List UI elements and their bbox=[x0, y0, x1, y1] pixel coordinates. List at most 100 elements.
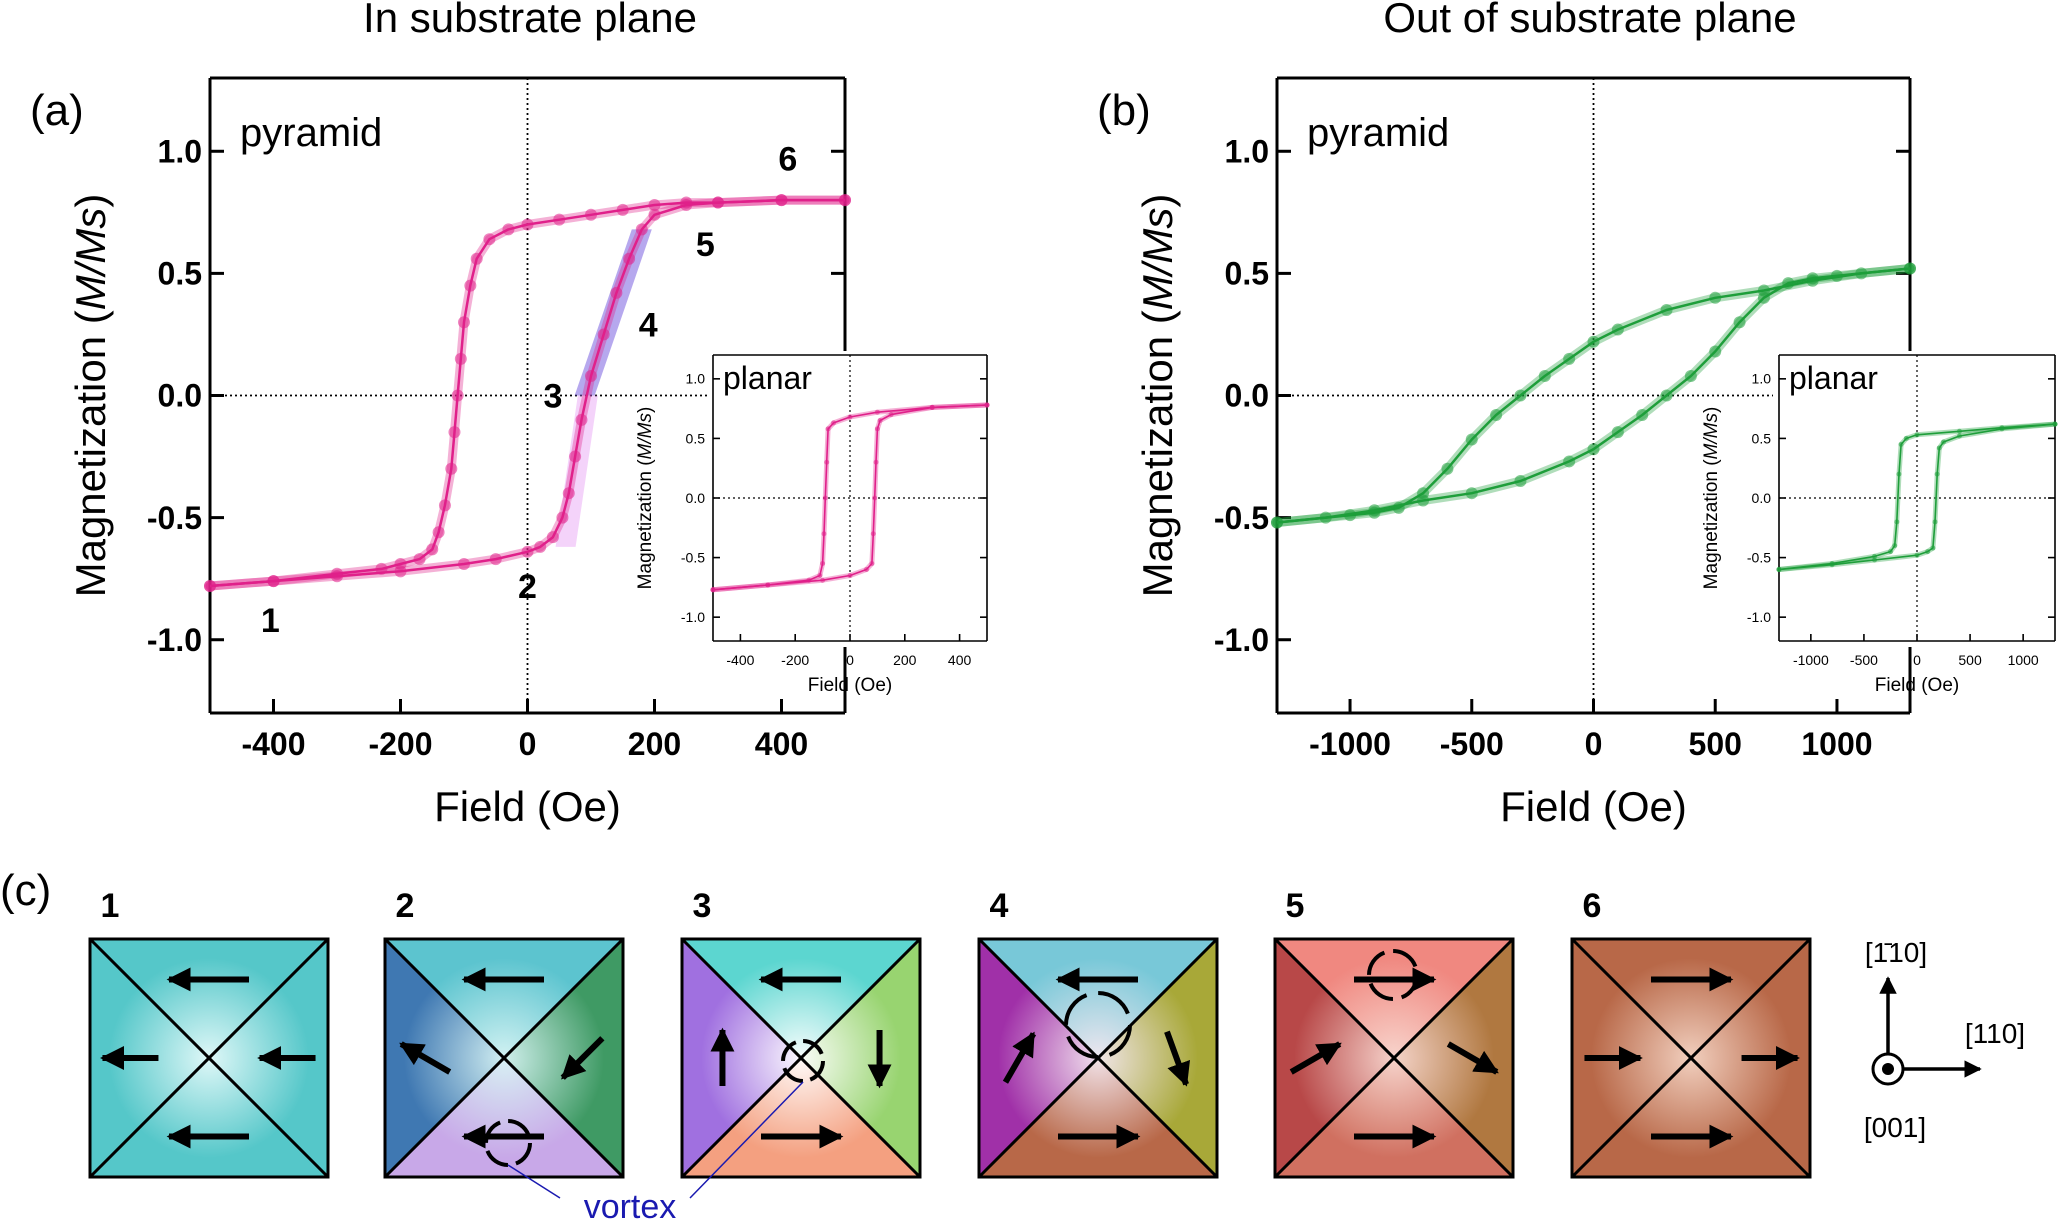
data-point bbox=[458, 316, 470, 329]
data-point bbox=[712, 196, 724, 209]
data-point bbox=[553, 213, 566, 226]
domain-square-label: 1 bbox=[101, 887, 120, 925]
plot-annotation: pyramid bbox=[240, 111, 382, 155]
data-point bbox=[1733, 316, 1746, 329]
y-axis-label: Magnetization (M/Ms) bbox=[1701, 407, 1722, 590]
data-point bbox=[464, 279, 477, 292]
inset-a: -400 -200 0 200 400 -1.0 -0.5 0.0 0.5 1.0 planar Fi… bbox=[635, 351, 990, 696]
data-point bbox=[648, 208, 661, 221]
data-point bbox=[874, 426, 880, 432]
y-axis-label-close: ) bbox=[1701, 407, 1722, 413]
vortex-circle bbox=[781, 1039, 825, 1083]
y-axis-label: Magnetization (M/Ms) bbox=[1134, 194, 1181, 598]
magnetization-arrow bbox=[1446, 1041, 1499, 1075]
panel-c: (c) 1 2 3 4 5 6 vortex [1̄10] [110] [001] bbox=[0, 866, 2025, 1223]
data-point bbox=[1563, 455, 1576, 468]
data-point bbox=[426, 543, 439, 556]
y-axis-label-italic: M/Ms bbox=[635, 412, 656, 459]
domain-diagonal bbox=[1273, 937, 1515, 1179]
data-point bbox=[873, 459, 879, 465]
data-point bbox=[1514, 389, 1527, 402]
data-point bbox=[822, 495, 828, 501]
y-tick-label: 1.0 bbox=[1225, 133, 1269, 169]
x-tick-label: -500 bbox=[1850, 652, 1878, 668]
data-point bbox=[1898, 441, 1904, 447]
data-point bbox=[1611, 323, 1624, 336]
vortex-icon bbox=[781, 1039, 825, 1083]
data-point bbox=[1684, 369, 1697, 382]
x-tick-label: -400 bbox=[241, 726, 305, 762]
y-axis-label: Magnetization (M/Ms) bbox=[635, 407, 656, 590]
data-point bbox=[623, 252, 636, 265]
highlight-band bbox=[574, 229, 652, 396]
panel-c-label: (c) bbox=[0, 866, 51, 915]
data-point bbox=[1936, 445, 1942, 451]
data-point bbox=[1319, 511, 1332, 524]
domain-square-2: 2 bbox=[383, 887, 625, 1179]
y-tick-label: -1.0 bbox=[1747, 609, 1771, 625]
domain-square-label: 3 bbox=[693, 887, 712, 925]
panel-b-plot: -1000 -500 0 500 1000 -1.0 -0.5 0.0 0.5 1.0 pyrami… bbox=[1134, 76, 2063, 830]
x-tick-label: 400 bbox=[755, 726, 808, 762]
magnetization-arrow bbox=[399, 1041, 452, 1075]
vortex-label: vortex bbox=[584, 1188, 677, 1223]
data-point bbox=[616, 203, 629, 216]
y-axis-label: Magnetization (M/Ms) bbox=[67, 194, 114, 598]
data-point bbox=[1904, 262, 1916, 275]
domain-square-label: 5 bbox=[1286, 887, 1305, 925]
magnetization-arrow bbox=[1289, 1041, 1342, 1075]
domain-diagonal bbox=[383, 937, 625, 1179]
plot-annotation: pyramid bbox=[1307, 111, 1449, 155]
data-point bbox=[1872, 557, 1878, 563]
magnetization-arrow bbox=[560, 1036, 605, 1080]
data-point bbox=[847, 572, 853, 578]
data-point bbox=[610, 286, 623, 299]
data-point bbox=[888, 412, 894, 418]
y-axis-label-close: ) bbox=[635, 407, 656, 413]
vortex-circle bbox=[484, 1119, 532, 1167]
data-point bbox=[1887, 549, 1893, 555]
data-point bbox=[569, 450, 582, 463]
inset-b: -1000 -500 0 500 1000 -1.0 -0.5 0.0 0.5 1.0 planar… bbox=[1701, 351, 2063, 696]
x-axis-label: Field (Oe) bbox=[808, 675, 892, 696]
x-tick-label: 0 bbox=[846, 652, 854, 668]
data-point bbox=[451, 389, 464, 402]
y-tick-label: 0.5 bbox=[1225, 256, 1269, 292]
vortex-icon bbox=[1064, 991, 1132, 1059]
domain-square-label: 6 bbox=[1583, 887, 1602, 925]
domain-diagonal bbox=[680, 937, 922, 1179]
data-point bbox=[556, 511, 569, 524]
data-point bbox=[204, 580, 216, 592]
data-point bbox=[1611, 426, 1624, 439]
data-point bbox=[454, 352, 467, 365]
y-axis-label-text: Magnetization ( bbox=[67, 310, 114, 597]
panel-b: Out of substrate plane (b) -1000 -500 0 500… bbox=[1097, 0, 2063, 830]
data-point bbox=[267, 575, 280, 588]
x-tick-label: 500 bbox=[1958, 652, 1982, 668]
data-point bbox=[775, 194, 788, 207]
axis-right-label: [110] bbox=[1965, 1018, 2025, 1049]
data-point bbox=[331, 570, 343, 583]
data-point bbox=[413, 553, 426, 566]
domain-square-5: 5 bbox=[1273, 887, 1515, 1179]
domain-square-frame bbox=[1273, 937, 1515, 1179]
highlight-band bbox=[555, 395, 598, 547]
y-tick-label: 1.0 bbox=[686, 371, 706, 387]
y-tick-label: 0.0 bbox=[1225, 378, 1269, 414]
y-axis-label-text: Magnetization ( bbox=[1701, 459, 1722, 590]
data-point bbox=[1465, 487, 1478, 500]
data-point bbox=[1465, 433, 1478, 446]
curve-point-label: 4 bbox=[639, 307, 658, 345]
data-point bbox=[680, 199, 693, 211]
data-point bbox=[1932, 519, 1938, 525]
y-tick-label: -0.5 bbox=[1747, 549, 1771, 565]
magnetization-arrow bbox=[1002, 1031, 1037, 1084]
data-point bbox=[470, 252, 483, 265]
curve-point-label: 6 bbox=[778, 141, 797, 179]
y-tick-label: 0.5 bbox=[686, 430, 706, 446]
data-point bbox=[870, 531, 876, 537]
data-point bbox=[1830, 269, 1843, 282]
x-tick-label: 1000 bbox=[2008, 652, 2039, 668]
domain-square-label: 2 bbox=[396, 887, 415, 925]
x-axis-label: Field (Oe) bbox=[1875, 675, 1959, 696]
